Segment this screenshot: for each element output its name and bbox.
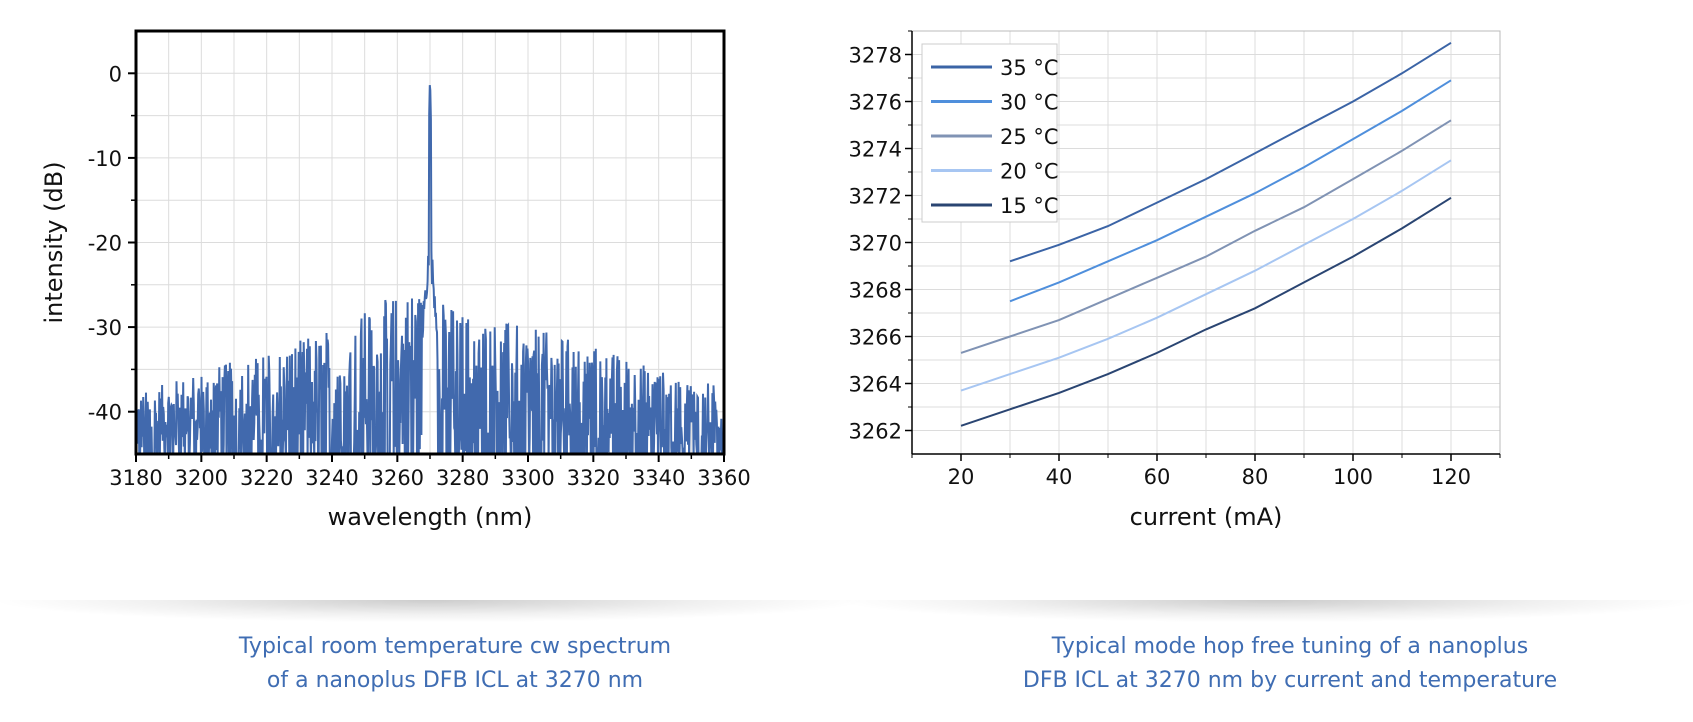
tuning-caption-line-2: DFB ICL at 3270 nm by current and temper… xyxy=(1022,668,1558,693)
legend-box xyxy=(921,43,1058,223)
tuning-chart: 20 40 60 80 100 120 3262 3264 3266 3268 3270 3272 32… xyxy=(846,30,1501,531)
y-tick-label: 3262 xyxy=(849,420,902,444)
legend-label: 15 °C xyxy=(1000,194,1059,218)
y-tick-label: 3266 xyxy=(849,326,902,350)
spectrum-chart: 3180 3200 3220 3240 3260 3280 3300 3320 3340 3360… xyxy=(40,29,751,531)
y-tick-label: -10 xyxy=(88,147,122,171)
caption-shadow-left xyxy=(0,600,860,622)
tuning-caption: Typical mode hop free tuning of a nanopl… xyxy=(890,630,1690,698)
series-line-0 xyxy=(1009,41,1452,263)
spectrum-ticks xyxy=(128,72,725,462)
spectrum-caption: Typical room temperature cw spectrum of … xyxy=(50,630,860,698)
y-tick-label: 3278 xyxy=(849,44,902,68)
y-tick-label: 3270 xyxy=(849,232,902,256)
x-tick-label: 20 xyxy=(948,465,975,489)
spectrum-chart-panel: 3180 3200 3220 3240 3260 3280 3300 3320 3340 3360… xyxy=(0,0,846,722)
x-tick-label: 3200 xyxy=(175,466,228,490)
y-axis-title: intensity (dB) xyxy=(40,161,68,323)
x-tick-label: 3340 xyxy=(632,466,685,490)
x-tick-label: 100 xyxy=(1333,465,1373,489)
x-tick-label: 3220 xyxy=(240,466,293,490)
tuning-chart-panel: 20 40 60 80 100 120 3262 3264 3266 3268 3270 3272 32… xyxy=(846,0,1693,722)
y-tick-label: -30 xyxy=(88,316,122,340)
spectrum-series-line xyxy=(136,85,724,454)
legend-label: 20 °C xyxy=(1000,160,1059,184)
series-line-3 xyxy=(960,159,1452,392)
x-tick-label: 3280 xyxy=(436,466,489,490)
spectrum-caption-line-2: of a nanoplus DFB ICL at 3270 nm xyxy=(266,668,644,693)
y-tick-label: 3274 xyxy=(849,138,902,162)
x-axis-title: wavelength (nm) xyxy=(328,503,533,531)
spectrum-caption-line-1: Typical room temperature cw spectrum xyxy=(238,634,672,659)
legend-label: 35 °C xyxy=(1000,56,1059,80)
legend-label: 25 °C xyxy=(1000,125,1059,149)
tuning-ticks xyxy=(905,30,1501,461)
x-tick-label: 3260 xyxy=(371,466,424,490)
x-tick-label: 80 xyxy=(1242,465,1269,489)
y-axis-title: wavelength (nm) xyxy=(846,140,847,345)
x-tick-label: 3360 xyxy=(697,466,750,490)
y-tick-label: -40 xyxy=(88,401,122,425)
x-tick-label: 3320 xyxy=(567,466,620,490)
x-tick-label: 3240 xyxy=(305,466,358,490)
x-tick-label: 120 xyxy=(1431,465,1471,489)
tuning-legend: 35 °C 30 °C 25 °C 20 °C 15 °C xyxy=(921,43,1059,223)
y-tick-label: -20 xyxy=(88,232,122,256)
legend-label: 30 °C xyxy=(1000,91,1059,115)
y-tick-label: 3264 xyxy=(849,373,902,397)
y-tick-label: 0 xyxy=(109,62,122,86)
y-tick-label: 3268 xyxy=(849,279,902,303)
caption-shadow-right xyxy=(846,600,1693,622)
y-tick-label: 3276 xyxy=(849,91,902,115)
series-line-4 xyxy=(960,196,1452,427)
series-line-2 xyxy=(960,119,1452,354)
y-tick-label: 3272 xyxy=(849,185,902,209)
series-line-1 xyxy=(1009,79,1452,303)
x-tick-label: 40 xyxy=(1046,465,1073,489)
x-tick-label: 3180 xyxy=(109,466,162,490)
x-axis-title: current (mA) xyxy=(1130,503,1283,531)
tuning-caption-line-1: Typical mode hop free tuning of a nanopl… xyxy=(1051,634,1529,659)
x-tick-label: 60 xyxy=(1144,465,1171,489)
x-tick-label: 3300 xyxy=(501,466,554,490)
